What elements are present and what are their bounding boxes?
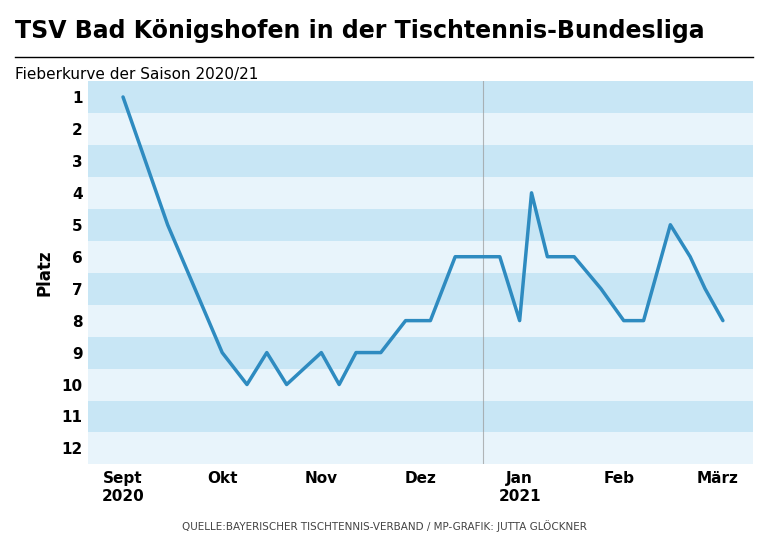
Bar [88,305,753,336]
Text: QUELLE:BAYERISCHER TISCHTENNIS-VERBAND / MP-GRAFIK: JUTTA GLÖCKNER: QUELLE:BAYERISCHER TISCHTENNIS-VERBAND /… [181,520,587,532]
Bar [88,113,753,145]
Bar [88,336,753,368]
Text: Fieberkurve der Saison 2020/21: Fieberkurve der Saison 2020/21 [15,68,259,83]
Bar [88,81,753,113]
Y-axis label: Platz: Platz [35,249,53,296]
Bar [88,273,753,305]
Bar [88,241,753,273]
Bar [88,433,753,464]
Bar [88,401,753,433]
Bar [88,368,753,401]
Text: TSV Bad Königshofen in der Tischtennis-Bundesliga: TSV Bad Königshofen in der Tischtennis-B… [15,19,705,43]
Bar [88,209,753,241]
Bar [88,145,753,177]
Bar [88,177,753,209]
